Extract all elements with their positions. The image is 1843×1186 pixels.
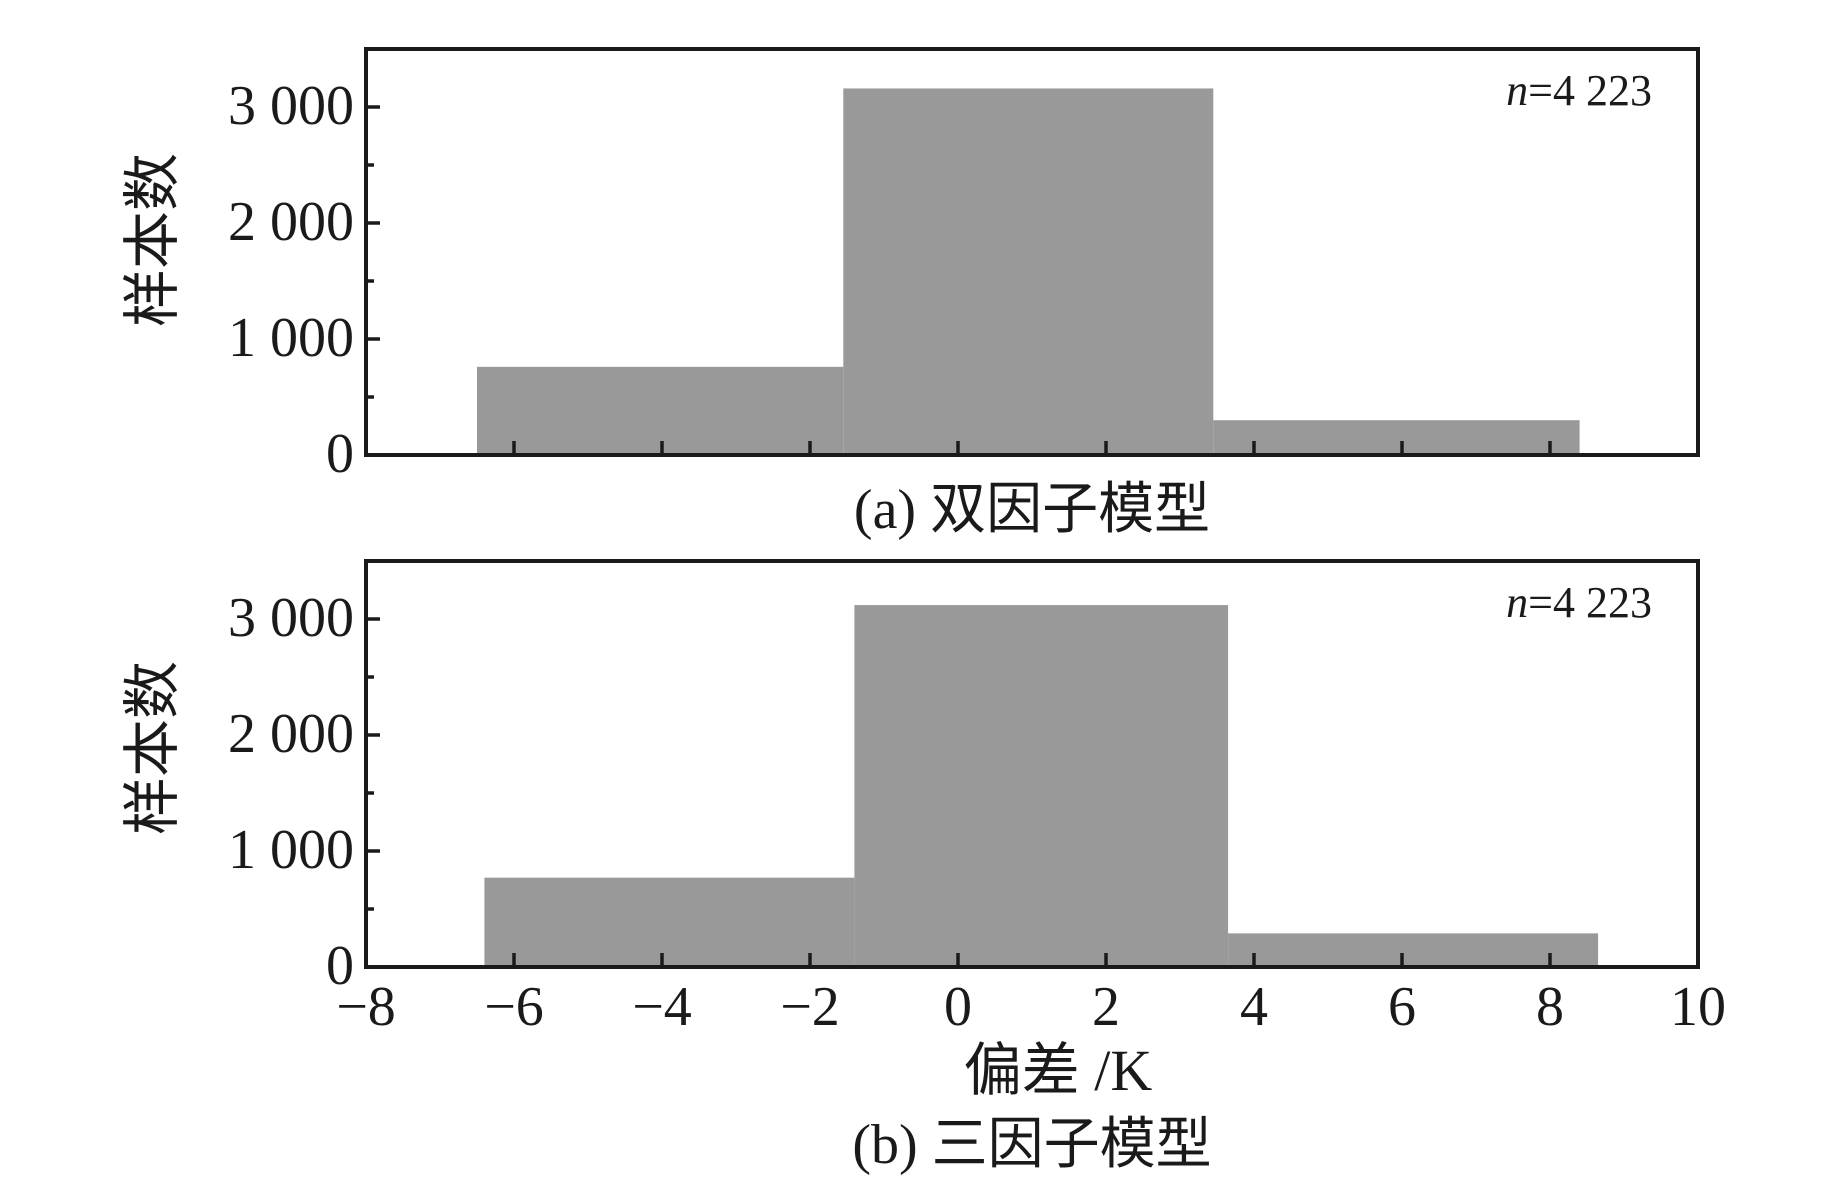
panel-a-y-tick-labels: 0 1 000 2 000 3 000 — [228, 75, 354, 485]
panel-b-ylabel: 样本数 — [120, 661, 185, 835]
panel-b-ytick-label-1: 1 000 — [228, 819, 354, 881]
panel-b-ytick-label-3: 3 000 — [228, 587, 354, 649]
panel-b-xtick-label-0: −8 — [336, 976, 396, 1038]
panel-a-ytick-label-1: 1 000 — [228, 307, 354, 369]
panel-b-bar-0 — [484, 877, 855, 967]
panel-a-ytick-label-2: 2 000 — [228, 191, 354, 253]
panel-a-ytick-label-0: 0 — [326, 423, 354, 485]
panel-b-y-tick-labels: 0 1 000 2 000 3 000 — [228, 587, 354, 997]
panel-b-xtick-label-9: 10 — [1670, 976, 1726, 1038]
panel-b-xtick-label-5: 2 — [1092, 976, 1120, 1038]
panel-b-bars — [484, 605, 1599, 967]
panel-b-ytick-label-0: 0 — [326, 935, 354, 997]
panel-a-bar-0 — [477, 366, 844, 455]
panel-b-ytick-label-2: 2 000 — [228, 703, 354, 765]
panel-b-annotation-text: =4 223 — [1528, 578, 1652, 627]
panel-a-ylabel: 样本数 — [120, 153, 185, 327]
panel-b-x-tick-labels: −8 −6 −4 −2 0 2 4 6 8 10 — [336, 976, 1726, 1038]
panel-b-xtick-label-2: −4 — [632, 976, 692, 1038]
panel-a-ytick-label-3: 3 000 — [228, 75, 354, 137]
panel-b-xtick-label-3: −2 — [780, 976, 840, 1038]
panel-b-annotation: n=4 223 — [1506, 578, 1652, 627]
panel-a-title: (a) 双因子模型 — [854, 479, 1210, 541]
panel-a-annotation-text: =4 223 — [1528, 66, 1652, 115]
panel-b-xtick-label-6: 4 — [1240, 976, 1268, 1038]
panel-a-plot-frame — [364, 47, 1700, 457]
panel-a-annotation-italic: n — [1506, 66, 1528, 115]
panel-a-annotation: n=4 223 — [1506, 66, 1652, 115]
panel-a-bar-2 — [1213, 420, 1580, 455]
panel-a: 0 1 000 2 000 3 000 样本数 n=4 223 (a) 双因子模型 — [120, 47, 1700, 541]
panel-b-xtick-label-1: −6 — [484, 976, 544, 1038]
panel-b-title: (b) 三因子模型 — [852, 1114, 1211, 1176]
panel-b-xlabel: 偏差 /K — [964, 1038, 1153, 1103]
panel-b-xtick-label-8: 8 — [1536, 976, 1564, 1038]
panel-b: 0 1 000 2 000 3 000 −8 −6 −4 −2 0 2 4 6 8 10 样本数 n=4… — [120, 559, 1726, 1176]
panel-b-xtick-label-7: 6 — [1388, 976, 1416, 1038]
panel-b-annotation-italic: n — [1506, 578, 1528, 627]
panel-b-xtick-label-4: 0 — [944, 976, 972, 1038]
panel-b-bar-2 — [1228, 933, 1599, 967]
panel-a-bars — [477, 88, 1580, 455]
panel-a-bar-1 — [843, 88, 1214, 455]
panel-b-plot-frame — [364, 559, 1700, 969]
panel-b-bar-1 — [854, 605, 1229, 967]
